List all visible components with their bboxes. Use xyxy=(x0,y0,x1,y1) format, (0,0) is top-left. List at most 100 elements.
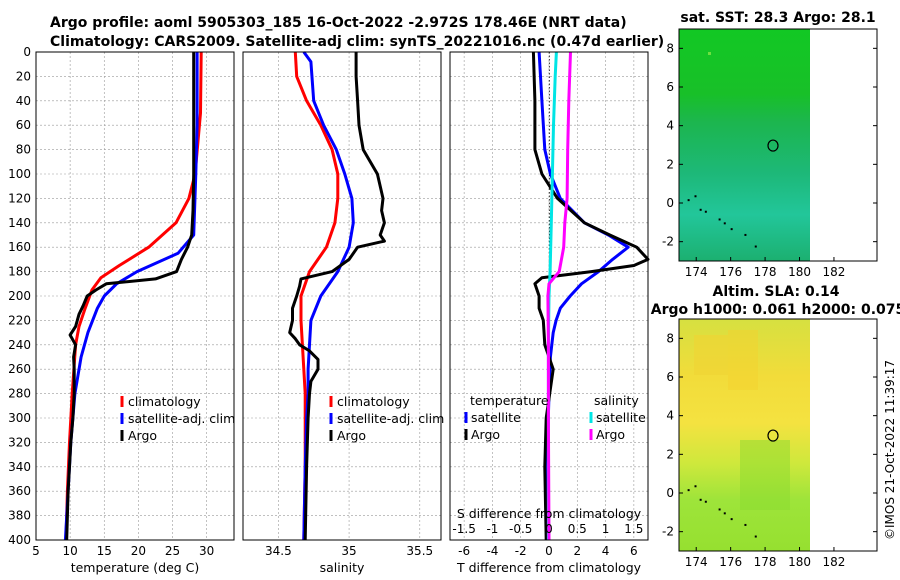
depth-tick-label: 340 xyxy=(8,460,31,474)
series-line-argo xyxy=(65,52,196,541)
lat-tick-label: 4 xyxy=(666,119,674,133)
x-tick-label: 0 xyxy=(545,544,553,558)
legend-label: climatology xyxy=(128,394,201,409)
sla-high-patch-2 xyxy=(728,330,758,390)
lon-tick-label: 180 xyxy=(788,555,811,569)
series-line-climatology xyxy=(293,51,340,541)
salinity-axes-frame xyxy=(242,51,442,541)
island-mark xyxy=(754,245,757,248)
sla-argo-float-marker xyxy=(767,429,779,442)
sst-coastline xyxy=(687,195,757,248)
sla-map-frame xyxy=(678,318,878,552)
island-mark xyxy=(699,208,702,211)
island-mark xyxy=(718,508,721,511)
island-mark xyxy=(730,518,733,521)
lon-tick-label: 180 xyxy=(788,265,811,279)
lat-tick-label: 6 xyxy=(666,370,674,384)
legend-label: satellite xyxy=(596,410,646,425)
sst-field xyxy=(679,29,810,261)
s-diff-tick-label: 0.5 xyxy=(568,522,587,536)
island-mark xyxy=(723,512,726,515)
s-diff-tick-label: 1.5 xyxy=(624,522,643,536)
lon-tick-label: 178 xyxy=(754,265,777,279)
lat-tick-label: 0 xyxy=(666,196,674,210)
lat-tick-label: 0 xyxy=(666,486,674,500)
depth-tick-label: 20 xyxy=(16,69,31,83)
legend-title-salinity: salinity xyxy=(594,393,639,408)
island-mark xyxy=(730,228,733,231)
island-mark xyxy=(687,489,690,492)
x-tick-label: 30 xyxy=(199,544,214,558)
depth-tick-label: 40 xyxy=(16,94,31,108)
depth-tick-label: 360 xyxy=(8,484,31,498)
temperature-panel: 0 20 40 60 80 100 120 140 160 180 200 220 240 260 280 3… xyxy=(8,45,235,575)
island-mark xyxy=(718,218,721,221)
difference-top-label: S difference from climatology xyxy=(457,506,642,521)
temperature-xlabel: temperature (deg C) xyxy=(71,560,200,575)
sst-no-data-region xyxy=(810,29,877,261)
lat-tick-label: 8 xyxy=(666,41,674,55)
series-line-s-argo xyxy=(546,51,572,541)
depth-tick-label: 100 xyxy=(8,167,31,181)
lon-tick-label: 174 xyxy=(685,555,708,569)
legend-label: Argo xyxy=(128,428,157,443)
difference-axes-frame xyxy=(449,51,649,541)
depth-tick-label: 220 xyxy=(8,313,31,327)
series-line-argo xyxy=(288,52,386,541)
lat-tick-label: 2 xyxy=(666,157,674,171)
sla-low-patch xyxy=(740,440,790,510)
legend-label: Argo xyxy=(471,427,500,442)
salinity-panel: 34.5 35 35.5 climatology satellite-adj. cli… xyxy=(242,51,444,575)
depth-tick-label: 120 xyxy=(8,191,31,205)
legend-label: Argo xyxy=(337,428,366,443)
x-tick-label: 34.5 xyxy=(265,544,292,558)
x-tick-label: 20 xyxy=(131,544,146,558)
legend-label: climatology xyxy=(337,394,410,409)
depth-tick-label: 0 xyxy=(23,45,31,59)
legend-label: satellite-adj. clim xyxy=(337,411,444,426)
island-mark xyxy=(744,523,747,526)
series-line-t-argo xyxy=(531,51,650,541)
island-mark xyxy=(694,485,697,488)
depth-tick-label: 80 xyxy=(16,143,31,157)
island-mark xyxy=(699,498,702,501)
depth-tick-label: 400 xyxy=(8,533,31,547)
depth-tick-label: 140 xyxy=(8,216,31,230)
island-mark xyxy=(694,195,697,198)
x-tick-label: 15 xyxy=(97,544,112,558)
island-mark xyxy=(754,535,757,538)
depth-tick-label: 60 xyxy=(16,118,31,132)
figure-title-line1: Argo profile: aoml 5905303_185 16-Oct-20… xyxy=(50,15,627,31)
x-tick-label: -2 xyxy=(515,544,527,558)
s-diff-tick-label: 0 xyxy=(545,522,553,536)
island-mark xyxy=(687,199,690,202)
s-diff-tick-label: -1.5 xyxy=(452,522,475,536)
depth-tick-label: 160 xyxy=(8,240,31,254)
sst-warm-pixel xyxy=(708,52,711,55)
depth-tick-label: 320 xyxy=(8,435,31,449)
s-diff-tick-label: -1 xyxy=(486,522,498,536)
depth-tick-label: 200 xyxy=(8,289,31,303)
lon-tick-label: 182 xyxy=(823,555,846,569)
x-tick-label: 4 xyxy=(602,544,610,558)
legend-title-temperature: temperature xyxy=(470,393,549,408)
depth-tick-label: 240 xyxy=(8,338,31,352)
lon-tick-label: 178 xyxy=(754,555,777,569)
sst-map-title: sat. SST: 28.3 Argo: 28.1 xyxy=(680,10,875,26)
x-tick-label: 35.5 xyxy=(406,544,433,558)
depth-tick-label: 380 xyxy=(8,509,31,523)
x-tick-label: 35 xyxy=(341,544,356,558)
sla-map-subtitle: Argo h1000: 0.061 h2000: 0.075 xyxy=(651,302,900,318)
salinity-xlabel: salinity xyxy=(320,560,365,575)
depth-tick-label: 280 xyxy=(8,387,31,401)
x-tick-label: -6 xyxy=(458,544,470,558)
x-tick-label: 2 xyxy=(573,544,581,558)
lon-tick-label: 174 xyxy=(685,265,708,279)
x-tick-label: -4 xyxy=(486,544,498,558)
sla-no-data-region xyxy=(810,319,877,551)
lat-tick-label: -2 xyxy=(662,525,674,539)
temperature-axes-frame xyxy=(35,51,235,541)
sst-argo-float-marker xyxy=(767,139,779,152)
x-tick-label: 25 xyxy=(165,544,180,558)
